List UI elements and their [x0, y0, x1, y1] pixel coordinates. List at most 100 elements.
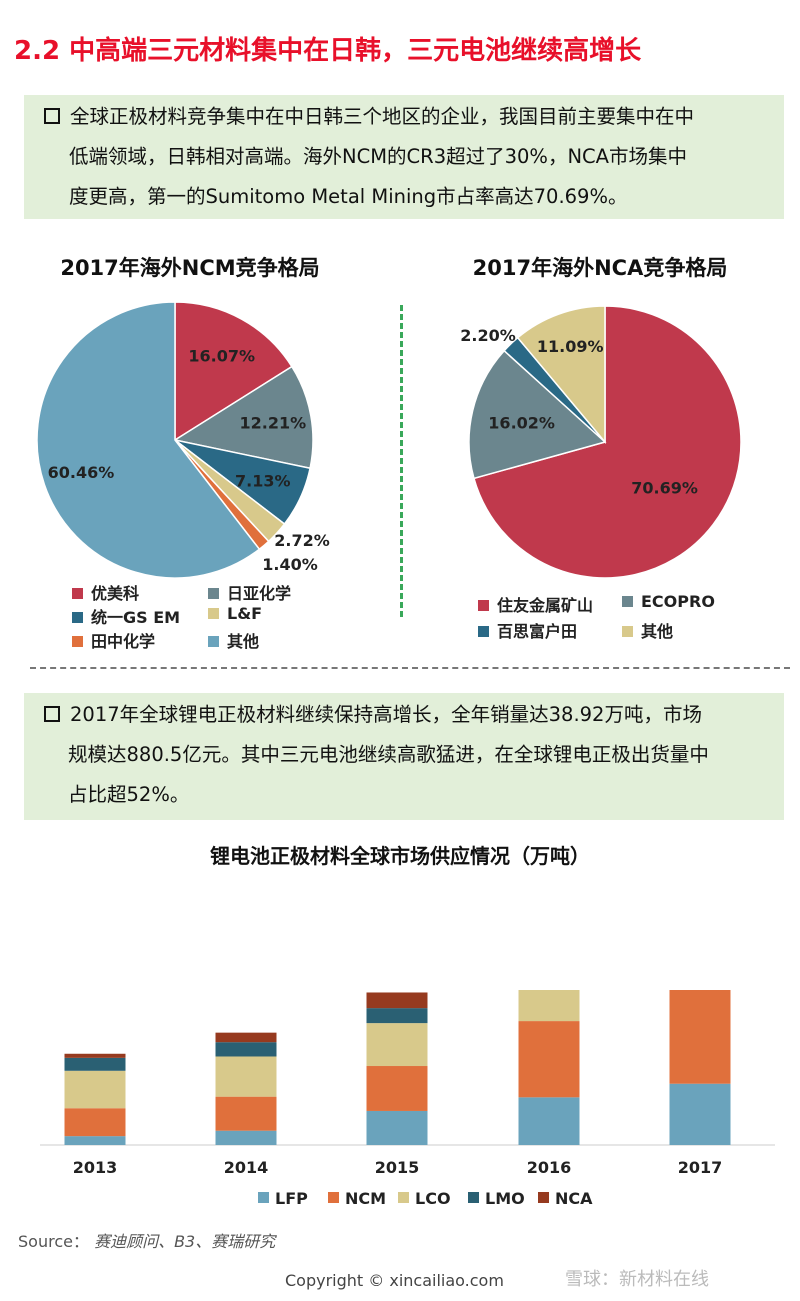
pie-data-label: 7.13% [235, 471, 291, 490]
legend-item: 其他 [622, 618, 673, 642]
legend-swatch [72, 588, 83, 599]
legend-swatch [398, 1192, 409, 1203]
x-tick-label: 2017 [678, 1158, 723, 1177]
pie-data-label: 60.46% [48, 463, 115, 482]
summary-box-2: 2017年全球锂电正极材料继续保持高增长，全年销量达38.92万吨，市场 规模达… [24, 693, 784, 820]
legend-swatch [72, 636, 83, 647]
legend-label: LCO [415, 1189, 451, 1208]
pie-slice [516, 305, 606, 445]
pie-slice [473, 305, 742, 579]
pie-data-label: 2.72% [274, 531, 330, 550]
legend-label: 百思富户田 [497, 622, 578, 641]
pie-slice [174, 301, 293, 442]
legend-swatch [208, 636, 219, 647]
pie-charts: 16.07% 12.21% 7.13% 2.72% 1.40% 60.46% 70.69% 1… [36, 301, 742, 579]
x-tick-label: 2013 [73, 1158, 118, 1177]
text-line: 低端领域，日韩相对高端。海外NCM的CR3超过了30%，NCA市场集中 [69, 145, 687, 168]
bar-chart: 2013 2014 2015 2016 2017 LFP NCM LCO LMO NCA [40, 990, 775, 1208]
x-tick-label: 2015 [375, 1158, 420, 1177]
divider-vertical [400, 305, 403, 617]
x-tick-label: 2016 [527, 1158, 572, 1177]
bar-segment-ncm [669, 990, 731, 1084]
legend-label: 其他 [227, 632, 260, 651]
legend-swatch [478, 626, 489, 637]
legend-item: L&F [208, 604, 262, 623]
legend-label: LMO [485, 1189, 525, 1208]
legend-swatch [328, 1192, 339, 1203]
bar-segment-ncm [64, 1108, 126, 1137]
source-text: 赛迪顾问、B3、赛瑞研究 [94, 1232, 276, 1251]
legend-label: LFP [275, 1189, 308, 1208]
bar-chart-title: 锂电池正极材料全球市场供应情况（万吨） [210, 844, 590, 868]
legend-item: 百思富户田 [478, 618, 577, 642]
bar-segment-ncm [518, 1021, 580, 1098]
bar-segment-lco [518, 990, 580, 1022]
legend-swatch [208, 588, 219, 599]
bar-segment-lmo [64, 1057, 126, 1071]
pie-data-label: 16.02% [488, 413, 555, 432]
bar-segment-lmo [366, 1008, 428, 1024]
xueqiu-watermark: 雪球：新材料在线 [565, 1269, 709, 1290]
legend-label: 日亚化学 [227, 584, 292, 603]
nca-pie-title: 2017年海外NCA竞争格局 [472, 256, 728, 280]
ncm-pie-title: 2017年海外NCM竞争格局 [60, 256, 320, 280]
legend-item: 住友金属矿山 [478, 592, 593, 616]
source-note: Source： 赛迪顾问、B3、赛瑞研究 [18, 1228, 275, 1252]
bar-segment-lco [366, 1023, 428, 1067]
bar-segment-lmo [215, 1042, 277, 1057]
source-label: Source： [18, 1232, 89, 1251]
legend-label: 住友金属矿山 [497, 596, 594, 615]
bar-segment-lfp [64, 1136, 126, 1145]
pie-slice [36, 301, 261, 579]
text-line: 规模达880.5亿元。其中三元电池继续高歌猛进，在全球锂电正极出货量中 [68, 743, 709, 766]
legend-swatch [622, 626, 633, 637]
legend-swatch [72, 612, 83, 623]
pie-data-label: 2.20% [460, 326, 516, 345]
legend-item: 优美科 [72, 580, 139, 604]
legend-label: NCA [555, 1189, 593, 1208]
bar-segment-lco [64, 1070, 126, 1109]
bar-segment-lco [215, 1056, 277, 1097]
bar-segment-lfp [366, 1110, 428, 1145]
pie-data-label: 1.40% [262, 555, 318, 574]
legend-label: NCM [345, 1189, 386, 1208]
legend-swatch [258, 1192, 269, 1203]
text-line: 度更高，第一的Sumitomo Metal Mining市占率高达70.69%。 [69, 185, 628, 208]
bar-segment-nca [64, 1053, 126, 1058]
legend-item: 日亚化学 [208, 580, 291, 604]
legend-item: 统一GS EM [72, 604, 180, 628]
summary-box-1: 全球正极材料竞争集中在中日韩三个地区的企业，我国目前主要集中在中 低端领域，日韩… [24, 95, 784, 219]
legend-item: 其他 [208, 628, 259, 652]
bar-segment-ncm [366, 1066, 428, 1111]
legend-label: 田中化学 [91, 632, 156, 651]
legend-label: 优美科 [91, 584, 140, 603]
pie-data-label: 11.09% [537, 337, 604, 356]
legend-label: ECOPRO [641, 592, 715, 611]
x-tick-label: 2014 [224, 1158, 269, 1177]
bar-segment-lfp [215, 1130, 277, 1145]
legend-label: L&F [227, 604, 263, 623]
bar-segment-ncm [215, 1096, 277, 1131]
slide-title: 2.2 中高端三元材料集中在日韩，三元电池继续高增长 [14, 36, 642, 66]
pie-slice [468, 349, 607, 480]
bar-segment-nca [366, 992, 428, 1009]
pie-data-label: 12.21% [239, 413, 306, 432]
text-line: 占比超52%。 [68, 783, 190, 806]
legend-item: 田中化学 [72, 628, 155, 652]
legend-swatch [468, 1192, 479, 1203]
copyright: Copyright © xincailiao.com [285, 1271, 504, 1290]
legend-swatch [538, 1192, 549, 1203]
legend-swatch [478, 600, 489, 611]
legend-item: ECOPRO [622, 592, 715, 611]
pie-slice [173, 365, 314, 470]
bar-segment-lfp [669, 1083, 731, 1145]
legend-label: 统一GS EM [91, 608, 181, 627]
legend-swatch [208, 608, 219, 619]
pie-data-label: 70.69% [631, 478, 698, 497]
text-line: 2017年全球锂电正极材料继续保持高增长，全年销量达38.92万吨，市场 [70, 703, 702, 726]
divider-horizontal [30, 667, 790, 669]
pie-data-label: 16.07% [188, 346, 255, 365]
bar-segment-nca [215, 1032, 277, 1043]
text-line: 全球正极材料竞争集中在中日韩三个地区的企业，我国目前主要集中在中 [70, 105, 695, 128]
